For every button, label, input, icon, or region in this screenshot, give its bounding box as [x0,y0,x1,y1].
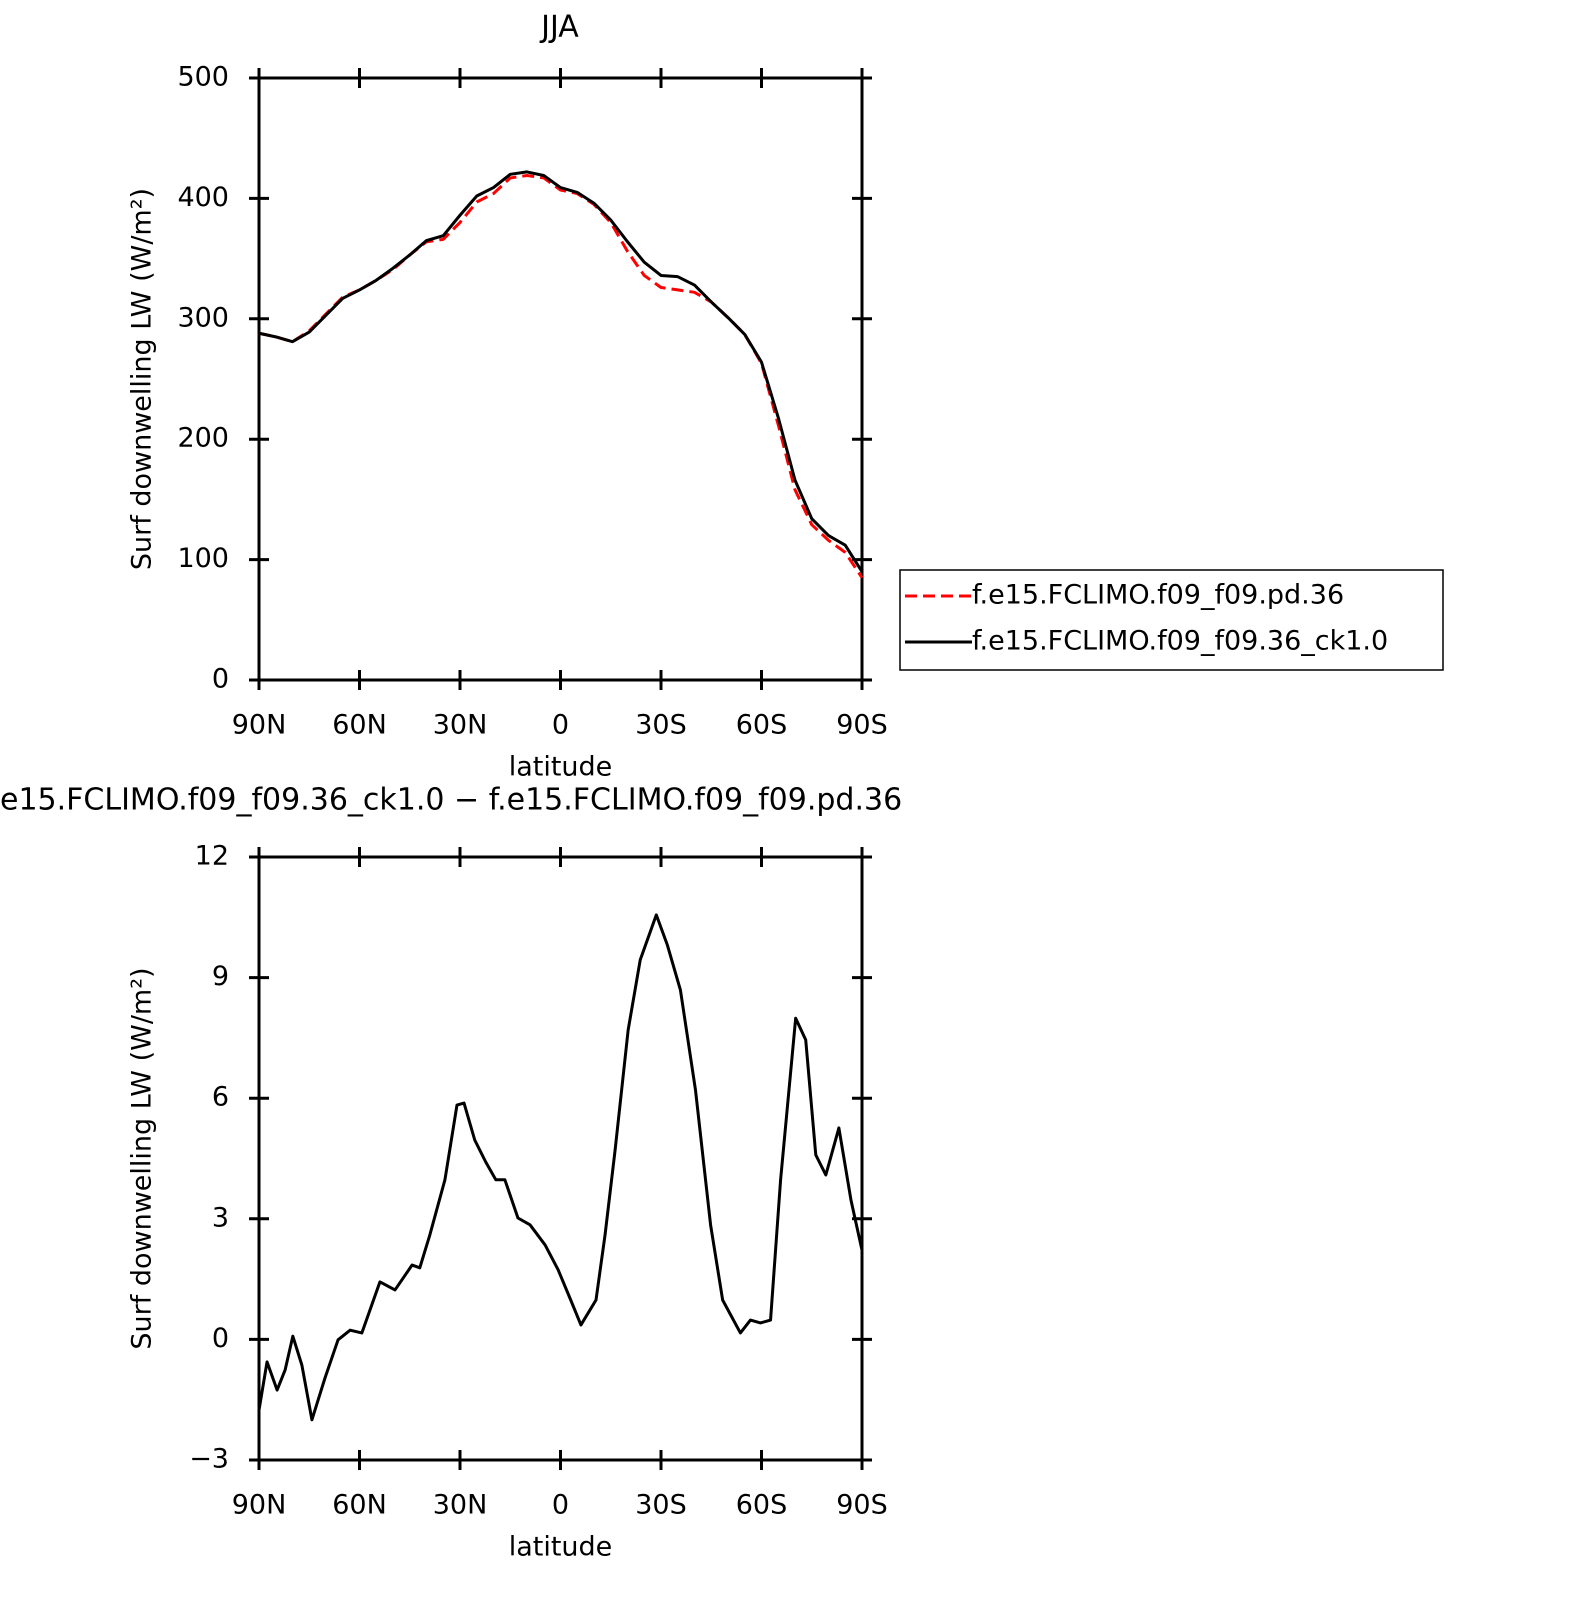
y-tick-label: 0 [212,664,229,695]
x-tick-label: 60S [736,1490,788,1521]
y-tick-label: 3 [212,1202,229,1233]
legend-box [899,569,1444,671]
plot-frame [257,76,864,682]
x-axis-label: latitude [509,752,613,783]
x-tick-label: 30N [433,1490,488,1521]
data-line [257,913,864,1422]
x-tick-label: 90S [836,710,888,741]
x-tick-label: 0 [552,1490,569,1521]
x-tick-label: 0 [552,710,569,741]
x-tick-label: 30N [433,710,488,741]
x-tick-label: 90N [232,710,287,741]
data-line [258,170,864,573]
y-axis-label: Surf downwelling LW (W/m²) [127,967,158,1349]
chart-title: e15.FCLIMO.f09_f09.36_ck1.0 − f.e15.FCLI… [0,783,902,818]
y-tick-label: 12 [195,841,229,872]
x-tick-label: 30S [635,710,687,741]
y-tick-label: 500 [177,62,229,93]
data-line [258,174,864,579]
y-tick-label: 400 [177,182,229,213]
y-tick-label: 0 [212,1323,229,1354]
x-tick-label: 90S [836,1490,888,1521]
y-tick-label: −3 [189,1444,229,1475]
x-tick-label: 90N [232,1490,287,1521]
x-tick-label: 30S [635,1490,687,1521]
y-tick-label: 100 [177,543,229,574]
plot-frame [257,855,864,1462]
y-tick-label: 9 [212,961,229,992]
y-tick-label: 200 [177,423,229,454]
x-tick-label: 60S [736,710,788,741]
y-axis-label: Surf downwelling LW (W/m²) [127,188,158,570]
x-tick-label: 60N [332,1490,387,1521]
y-tick-label: 6 [212,1082,229,1113]
x-tick-label: 60N [332,710,387,741]
chart-title: JJA [539,10,579,45]
legend-label: f.e15.FCLIMO.f09_f09.pd.36 [972,580,1344,611]
legend-label: f.e15.FCLIMO.f09_f09.36_ck1.0 [972,626,1388,657]
x-axis-label: latitude [509,1532,613,1563]
y-tick-label: 300 [177,302,229,333]
